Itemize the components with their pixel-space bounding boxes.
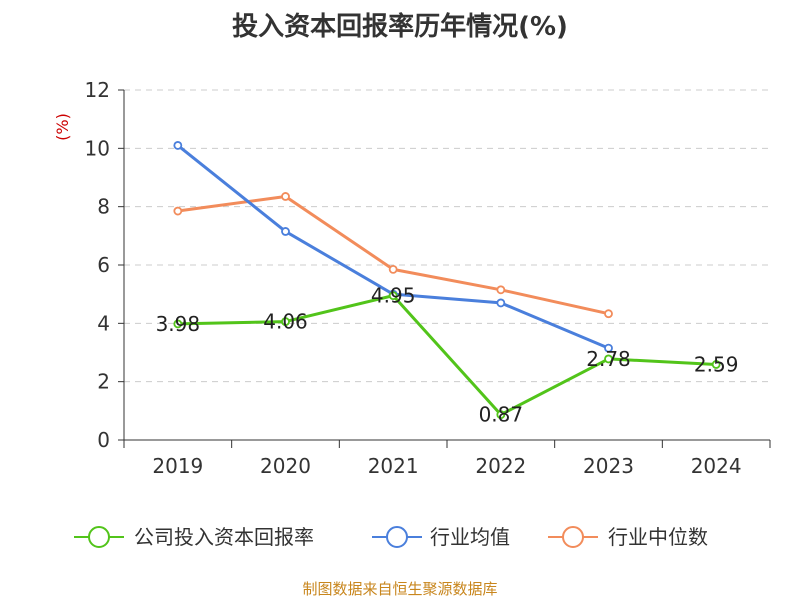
legend-label: 公司投入资本回报率 [134, 525, 314, 549]
data-label: 0.87 [479, 403, 524, 427]
legend: 公司投入资本回报率 行业均值 行业中位数 [74, 525, 708, 549]
axes [118, 89, 771, 448]
y-tick-label: 0 [97, 428, 110, 452]
x-tick-label: 2020 [260, 454, 311, 478]
data-label: 2.59 [694, 352, 739, 376]
chart-title: 投入资本回报率历年情况(%) [232, 12, 568, 42]
x-tick-label: 2024 [691, 454, 742, 478]
data-point [604, 354, 613, 364]
y-tick-label: 10 [85, 136, 110, 160]
data-labels: 3.98 4.06 4.95 0.87 2.78 2.59 [156, 284, 739, 427]
y-tick-label: 6 [97, 253, 110, 277]
data-label: 4.95 [371, 284, 416, 308]
y-axis-label: (%) [53, 113, 72, 141]
data-point [281, 317, 290, 326]
y-tick-label: 12 [85, 78, 110, 102]
data-point [388, 291, 398, 301]
legend-label: 行业均值 [430, 525, 510, 549]
data-label: 2.78 [586, 347, 631, 371]
data-label: 3.98 [156, 312, 201, 336]
data-point [281, 227, 290, 236]
x-tick-labels: 2019 2020 2021 2022 2023 2024 [152, 454, 741, 478]
y-tick-label: 8 [97, 195, 110, 219]
data-label: 4.06 [263, 310, 308, 334]
grid-lines [124, 89, 770, 383]
x-tick-label: 2021 [368, 454, 419, 478]
source-note: 制图数据来自恒生聚源数据库 [302, 580, 498, 598]
series-line [176, 144, 610, 350]
y-tick-label: 4 [97, 311, 110, 335]
y-tick-label: 2 [97, 370, 110, 394]
data-point [173, 141, 183, 150]
x-tick-label: 2023 [583, 454, 634, 478]
data-point [173, 206, 183, 216]
data-point [604, 309, 613, 319]
data-point [604, 343, 613, 353]
y-tick-labels: 0 2 4 6 8 10 12 [85, 78, 110, 452]
legend-label: 行业中位数 [608, 525, 708, 549]
data-point [711, 360, 721, 369]
legend-marker [562, 526, 584, 548]
data-point [496, 410, 506, 420]
data-point [388, 264, 398, 274]
legend-marker [88, 526, 110, 548]
data-point [496, 285, 506, 295]
data-point [281, 192, 290, 201]
x-tick-label: 2019 [152, 454, 203, 478]
series-lines [173, 141, 721, 420]
legend-marker [386, 526, 408, 548]
data-point [496, 298, 506, 308]
x-tick-label: 2022 [475, 454, 526, 478]
series-line [177, 294, 717, 417]
data-point [173, 319, 183, 329]
